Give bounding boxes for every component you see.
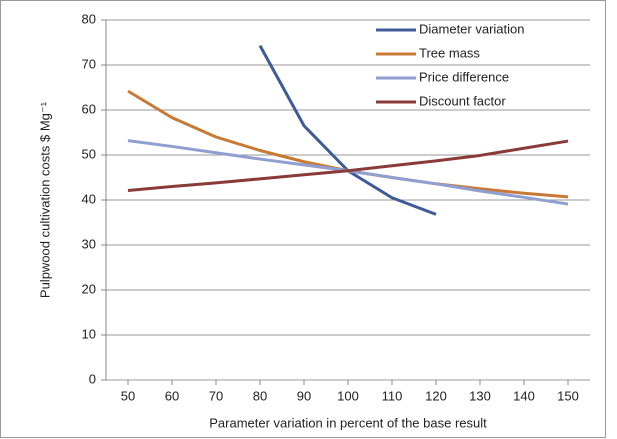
x-axis-title: Parameter variation in percent of the ba… <box>209 415 487 430</box>
x-tick-label: 80 <box>253 388 267 403</box>
x-tick-label: 90 <box>297 388 311 403</box>
series-line <box>127 139 569 193</box>
x-tick-label: 150 <box>557 388 579 403</box>
x-tick-label: 60 <box>165 388 179 403</box>
y-tick-label: 40 <box>82 191 96 206</box>
chart-border <box>0 0 606 438</box>
y-tick-label: 30 <box>82 236 96 251</box>
legend-label: Tree mass <box>419 45 480 60</box>
x-tick-label: 140 <box>513 388 535 403</box>
x-tick-label: 130 <box>469 388 491 403</box>
y-tick-label: 60 <box>82 101 96 116</box>
y-tick-label: 80 <box>82 11 96 26</box>
y-axis-title: Pulpwood cultivation costs $ Mg⁻¹ <box>37 101 52 298</box>
x-tick-label: 70 <box>209 388 223 403</box>
legend-label: Price difference <box>419 69 509 84</box>
y-tick-label: 10 <box>82 326 96 341</box>
x-tick-label: 120 <box>425 388 447 403</box>
y-tick-label: 0 <box>89 371 96 386</box>
legend-label: Discount factor <box>419 93 506 108</box>
x-tick-label: 100 <box>337 388 359 403</box>
y-tick-label: 70 <box>82 56 96 71</box>
y-tick-label: 50 <box>82 146 96 161</box>
legend-label: Diameter variation <box>419 21 525 36</box>
x-tick-label: 50 <box>121 388 135 403</box>
x-tick-label: 110 <box>382 388 403 403</box>
y-tick-label: 20 <box>82 281 96 296</box>
